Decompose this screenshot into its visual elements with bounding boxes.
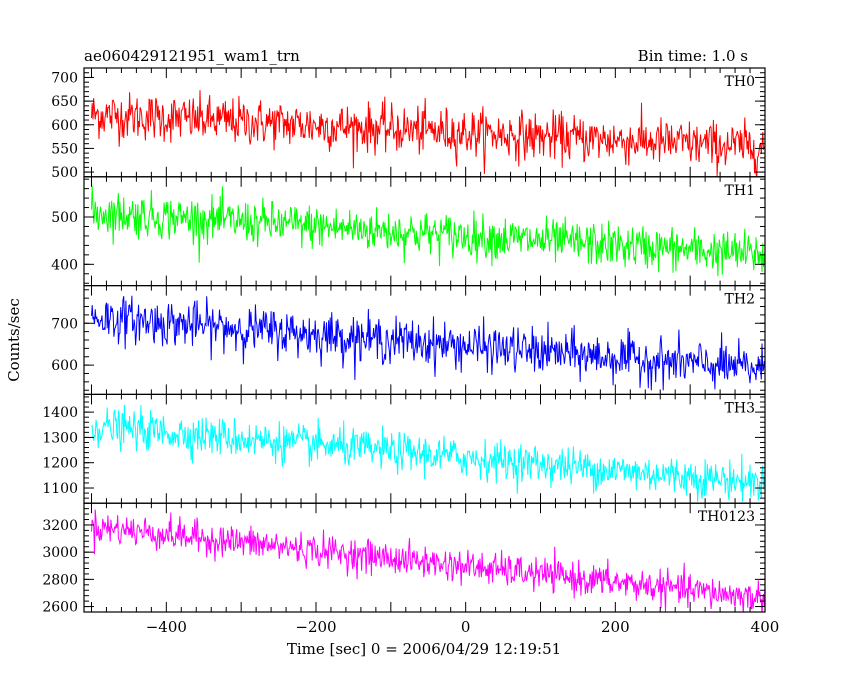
y-tick-label: 650	[51, 94, 78, 110]
y-tick-label: 3200	[42, 518, 78, 534]
y-tick-label: 600	[51, 358, 78, 374]
y-tick-label: 700	[51, 316, 78, 332]
y-tick-label: 600	[51, 118, 78, 134]
y-tick-label: 3000	[42, 545, 78, 561]
series-th0	[91, 90, 765, 177]
y-tick-label: 500	[51, 210, 78, 226]
y-tick-label: 2600	[42, 600, 78, 616]
x-axis: −400 −200 0 200 400	[146, 618, 780, 636]
y-tick-label: 2800	[42, 572, 78, 588]
y-tick-label: 1100	[42, 481, 78, 497]
series-th0123	[91, 509, 765, 613]
x-axis-label: Time [sec] 0 = 2006/04/29 12:19:51	[287, 640, 561, 658]
panels-group: 500 550 600 650 700 TH0 400 500 TH1 600 700 TH2 1100…	[42, 67, 766, 616]
chart-title: ae060429121951_wam1_trn	[84, 47, 300, 65]
x-tick-label: 0	[461, 618, 471, 636]
panel-th0123: 2600 2800 3000 3200 TH0123	[42, 502, 766, 616]
panel-name-label: TH0123	[698, 509, 755, 525]
panel-th1: 400 500 TH1	[51, 176, 766, 287]
panel-name-label: TH0	[725, 74, 755, 90]
panel-th3: 1100 1200 1300 1400 TH3	[42, 393, 766, 504]
y-tick-label: 1200	[42, 456, 78, 472]
x-tick-label: 200	[601, 618, 630, 636]
y-tick-label: 500	[51, 165, 78, 181]
y-tick-label: 1300	[42, 430, 78, 446]
y-tick-label: 550	[51, 141, 78, 157]
series-th1	[91, 186, 765, 277]
y-tick-label: 400	[51, 257, 78, 273]
y-tick-label: 700	[51, 70, 78, 86]
panel-name-label: TH1	[725, 183, 755, 199]
x-tick-label: −400	[146, 618, 187, 636]
panel-th2: 600 700 TH2	[51, 285, 766, 396]
panel-th0: 500 550 600 650 700 TH0	[51, 67, 766, 181]
x-tick-label: 400	[751, 618, 780, 636]
panel-frame	[83, 393, 766, 504]
y-tick-label: 1400	[42, 405, 78, 421]
series-th3	[91, 404, 765, 502]
panel-name-label: TH2	[725, 292, 755, 308]
panel-name-label: TH3	[725, 400, 755, 416]
bin-time-label: Bin time: 1.0 s	[638, 47, 748, 65]
series-th2	[91, 295, 765, 391]
panel-frame	[83, 67, 766, 178]
y-axis-label: Counts/sec	[5, 298, 23, 382]
x-tick-label: −200	[295, 618, 336, 636]
